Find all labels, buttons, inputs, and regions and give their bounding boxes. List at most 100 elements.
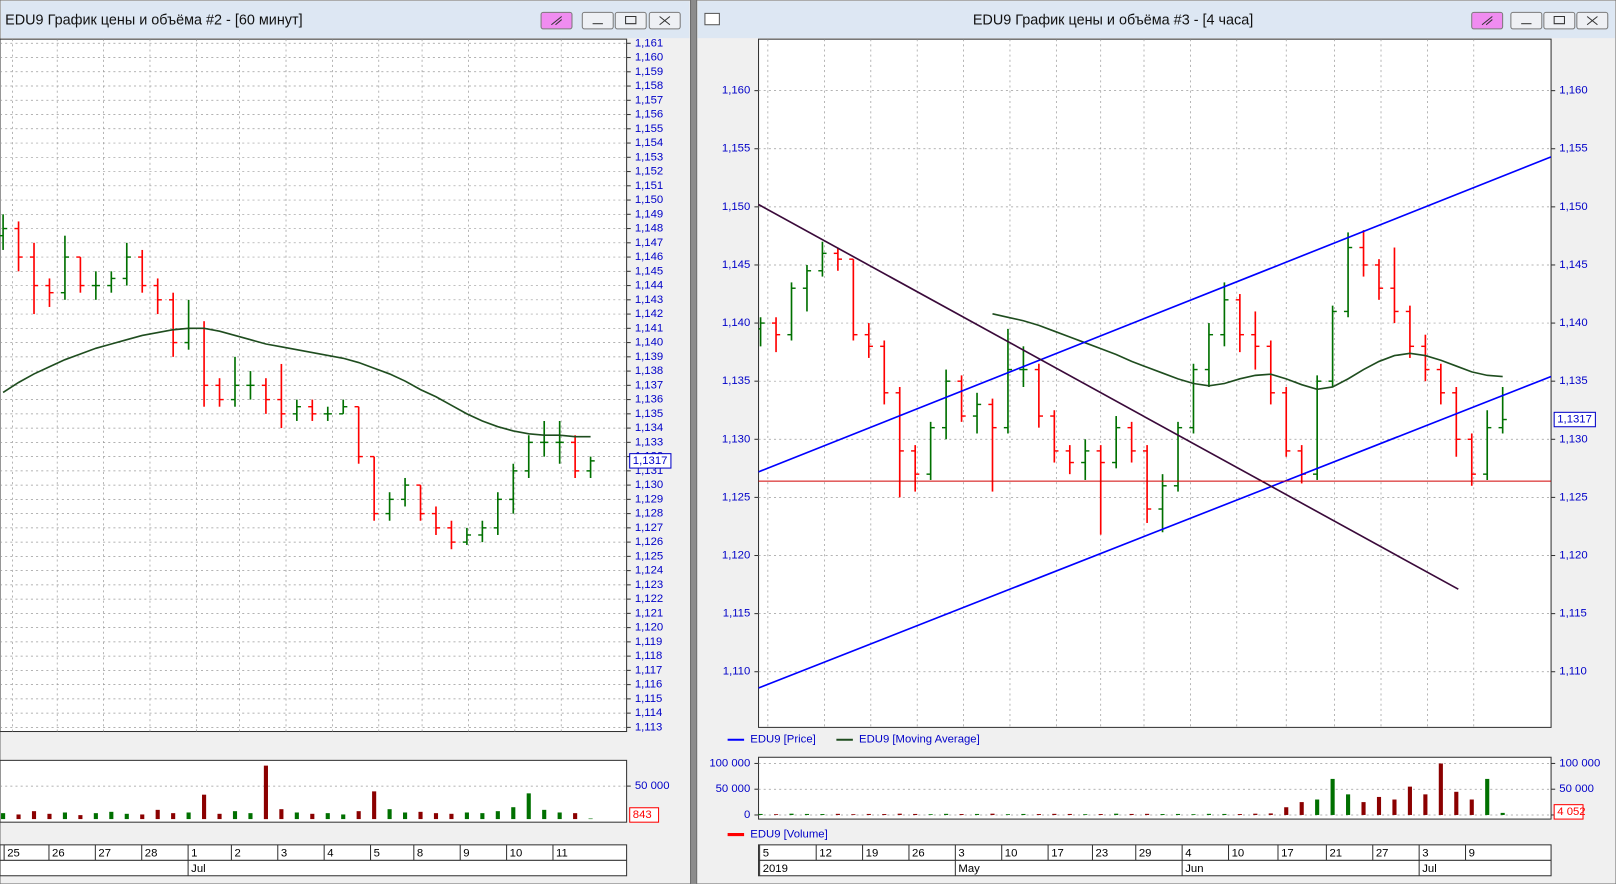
button-glyph bbox=[659, 16, 671, 26]
moving-average bbox=[992, 312, 1503, 391]
y-tick-label: 1,150 bbox=[635, 194, 663, 206]
y-tick-label: 1,117 bbox=[635, 664, 663, 676]
x-tick-label: 10 bbox=[1005, 848, 1018, 860]
button-glyph bbox=[551, 16, 563, 26]
volume-tick-label: 50 000 bbox=[1559, 783, 1594, 795]
volume-tick-label: 50 000 bbox=[716, 783, 751, 795]
y-tick-label: 1,155 bbox=[635, 123, 663, 135]
y-tick-label: 1,131 bbox=[635, 465, 663, 477]
y-tick-label: 1,133 bbox=[635, 436, 663, 448]
y-tick-label: 1,140 bbox=[635, 337, 663, 349]
y-tick-label: 1,141 bbox=[635, 322, 663, 334]
x-tick-label: 23 bbox=[1096, 848, 1109, 860]
y-tick-label: 1,122 bbox=[635, 593, 663, 605]
legend-label: EDU9 [Volume] bbox=[750, 829, 827, 841]
y-tick-label: 1,123 bbox=[635, 579, 663, 591]
y-tick-label: 1,160 bbox=[722, 85, 750, 97]
x-tick-label: 17 bbox=[1051, 848, 1064, 860]
y-tick-label: 1,144 bbox=[635, 280, 663, 292]
volume-area bbox=[0, 759, 628, 823]
y-tick-label: 1,148 bbox=[635, 223, 663, 235]
y-tick-label: 1,160 bbox=[635, 52, 663, 64]
window-title: EDU9 График цены и объёма #3 - [4 часа] bbox=[973, 12, 1253, 28]
y-tick-label: 1,114 bbox=[635, 707, 663, 719]
y-tick-label: 1,155 bbox=[722, 143, 750, 155]
window-button[interactable] bbox=[1543, 11, 1576, 30]
plot-layer bbox=[758, 39, 1552, 728]
y-tick-label: 1,116 bbox=[635, 679, 663, 691]
last-price-box bbox=[1553, 411, 1596, 428]
trend-line bbox=[758, 156, 1552, 473]
y-tick-label: 1,119 bbox=[635, 636, 663, 648]
volume-tick-label: 100 000 bbox=[709, 757, 750, 769]
y-tick-label: 1,156 bbox=[635, 109, 663, 121]
y-tick-label: 1,125 bbox=[1559, 491, 1587, 503]
volume-tick-label: 0 bbox=[744, 809, 750, 821]
x-tick-label: 10 bbox=[510, 848, 523, 860]
x-period-label: Jul bbox=[1422, 863, 1436, 875]
y-tick-label: 1,120 bbox=[635, 622, 663, 634]
button-glyph bbox=[1553, 15, 1565, 25]
y-tick-label: 1,146 bbox=[635, 251, 663, 263]
x-tick-label: 8 bbox=[417, 848, 423, 860]
y-tick-label: 1,135 bbox=[1559, 375, 1587, 387]
x-tick-label: 28 bbox=[145, 848, 158, 860]
y-tick-label: 1,140 bbox=[722, 317, 750, 329]
y-tick-label: 1,136 bbox=[635, 394, 663, 406]
y-tick-label: 1,140 bbox=[1559, 317, 1587, 329]
title-bar bbox=[1, 1, 690, 39]
y-tick-label: 1,150 bbox=[1559, 201, 1587, 213]
y-tick-label: 1,115 bbox=[1559, 608, 1587, 620]
chart-window: EDU9 График цены и объёма #2 - [60 минут… bbox=[0, 0, 692, 884]
x-period-label: Jul bbox=[191, 863, 205, 875]
last-price-label: 1,1317 bbox=[633, 455, 668, 467]
y-tick-label: 1,113 bbox=[635, 721, 663, 733]
x-tick-label: 9 bbox=[1469, 848, 1475, 860]
y-tick-label: 1,154 bbox=[635, 137, 663, 149]
window-title: EDU9 График цены и объёма #2 - [60 минут… bbox=[5, 12, 302, 28]
window-button[interactable] bbox=[581, 11, 614, 30]
y-tick-label: 1,134 bbox=[635, 422, 663, 434]
chart-window: EDU9 График цены и объёма #3 - [4 часа] 1… bbox=[696, 0, 1616, 884]
window-button[interactable] bbox=[1510, 11, 1543, 30]
window-button[interactable] bbox=[614, 11, 647, 30]
x-tick-label: 25 bbox=[7, 848, 20, 860]
x-tick-label: 10 bbox=[1232, 848, 1245, 860]
y-tick-label: 1,152 bbox=[635, 166, 663, 178]
y-tick-label: 1,159 bbox=[635, 66, 663, 78]
last-price-box bbox=[629, 453, 672, 469]
y-tick-label: 1,118 bbox=[635, 650, 663, 662]
x-period-label: May bbox=[958, 863, 980, 875]
y-tick-label: 1,151 bbox=[635, 180, 663, 192]
y-tick-label: 1,160 bbox=[1559, 85, 1587, 97]
y-tick-label: 1,115 bbox=[635, 693, 663, 705]
window-icon bbox=[704, 12, 720, 26]
y-tick-label: 1,120 bbox=[722, 550, 750, 562]
button-glyph bbox=[1481, 16, 1493, 26]
x-tick-label: 4 bbox=[1185, 848, 1191, 860]
y-tick-label: 1,125 bbox=[722, 491, 750, 503]
button-glyph bbox=[625, 15, 637, 25]
last-price-label: 1,1317 bbox=[1557, 414, 1592, 426]
x-tick-label: 12 bbox=[819, 848, 832, 860]
y-tick-label: 1,115 bbox=[723, 608, 751, 620]
x-tick-label: 3 bbox=[281, 848, 287, 860]
y-tick-label: 1,125 bbox=[635, 550, 663, 562]
legend-label: EDU9 [Moving Average] bbox=[859, 734, 980, 746]
y-tick-label: 1,137 bbox=[635, 379, 663, 391]
y-tick-label: 1,139 bbox=[635, 351, 663, 363]
button-glyph bbox=[1586, 16, 1598, 26]
legend-label: EDU9 [Price] bbox=[750, 734, 815, 746]
x-tick-label: 27 bbox=[98, 848, 111, 860]
y-tick-label: 1,110 bbox=[1559, 666, 1587, 678]
y-tick-label: 1,120 bbox=[1559, 550, 1587, 562]
x-tick-label: 3 bbox=[958, 848, 964, 860]
y-tick-label: 1,126 bbox=[635, 536, 663, 548]
moving-average bbox=[2, 327, 591, 438]
x-period-label: 2019 bbox=[763, 863, 788, 875]
y-tick-label: 1,130 bbox=[635, 479, 663, 491]
y-tick-label: 1,147 bbox=[635, 237, 663, 249]
x-tick-label: 19 bbox=[866, 848, 879, 860]
volume-area bbox=[758, 756, 1552, 820]
